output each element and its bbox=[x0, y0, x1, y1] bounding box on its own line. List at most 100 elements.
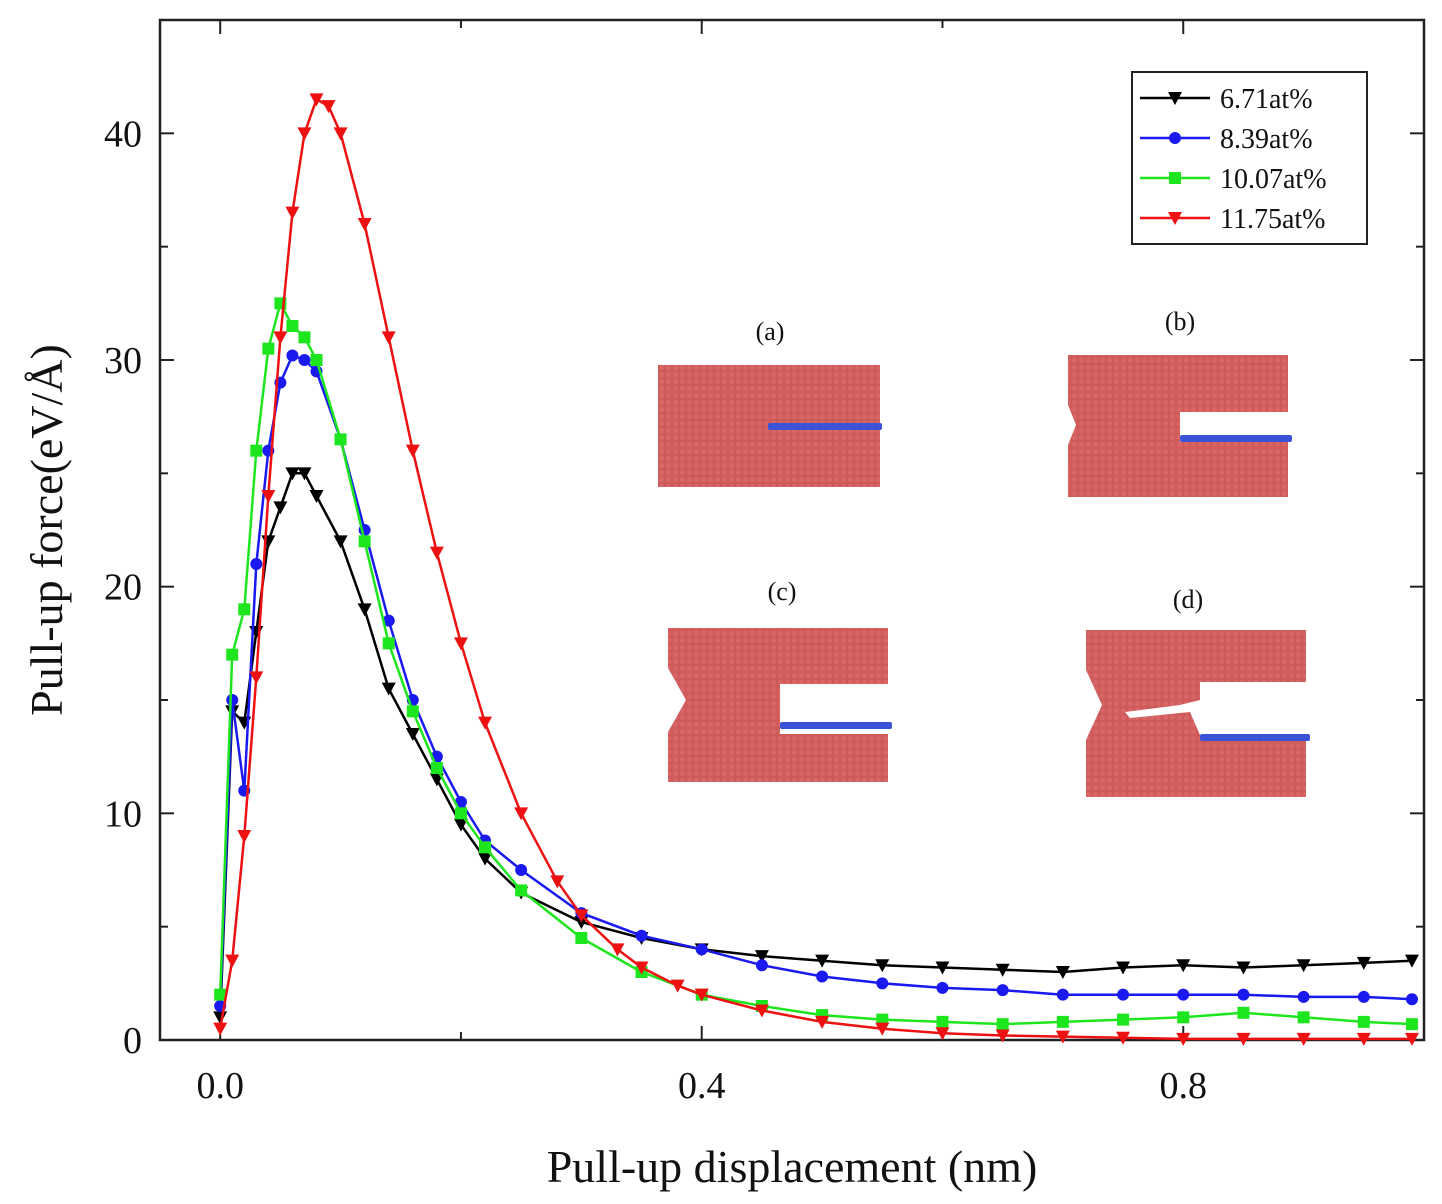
data-point bbox=[1056, 1015, 1069, 1028]
data-point bbox=[1055, 966, 1070, 979]
x-axis-title: Pull-up displacement (nm) bbox=[547, 1141, 1038, 1192]
data-point bbox=[358, 535, 371, 548]
inset-b-label: (b) bbox=[1165, 307, 1195, 336]
data-point bbox=[1296, 959, 1311, 973]
data-point bbox=[381, 331, 396, 345]
legend-item: 11.75at% bbox=[1140, 204, 1326, 235]
data-point bbox=[575, 932, 588, 944]
axis-ticks bbox=[160, 19, 1425, 1041]
data-point bbox=[1297, 990, 1310, 1003]
data-point bbox=[297, 127, 312, 141]
data-point bbox=[357, 603, 372, 617]
x-tick-label: 0.0 bbox=[196, 1065, 244, 1107]
data-point bbox=[610, 943, 625, 957]
data-point bbox=[635, 929, 648, 942]
data-point bbox=[479, 841, 492, 854]
data-point bbox=[1177, 988, 1190, 1001]
data-point bbox=[1177, 1011, 1190, 1024]
inset-c-film bbox=[780, 722, 892, 729]
data-point bbox=[382, 614, 395, 627]
data-point bbox=[876, 1013, 889, 1026]
legend-label: 6.71at% bbox=[1220, 84, 1313, 115]
data-point bbox=[1356, 956, 1371, 970]
data-point bbox=[213, 1022, 228, 1036]
series-11.75at% bbox=[213, 93, 1419, 1046]
legend-label: 11.75at% bbox=[1220, 204, 1326, 235]
data-point bbox=[515, 884, 528, 897]
inset-a-film bbox=[768, 423, 882, 430]
inset-d-film bbox=[1200, 734, 1310, 741]
data-point bbox=[1405, 1018, 1418, 1031]
data-point bbox=[406, 705, 419, 718]
data-point bbox=[333, 127, 348, 141]
data-point bbox=[1404, 954, 1419, 968]
data-point bbox=[1236, 1032, 1251, 1046]
data-point bbox=[1404, 1032, 1419, 1046]
x-tick-label: 0.8 bbox=[1159, 1065, 1207, 1107]
inset-b-film bbox=[1180, 435, 1292, 442]
data-point bbox=[310, 354, 323, 366]
data-point bbox=[1055, 1030, 1070, 1044]
series-6.71at% bbox=[213, 467, 1419, 1025]
x-tick-label: 0.4 bbox=[678, 1065, 726, 1107]
data-point bbox=[815, 954, 830, 968]
data-point bbox=[815, 1015, 830, 1029]
y-tick-label: 30 bbox=[104, 340, 142, 382]
data-point bbox=[1116, 961, 1131, 975]
data-point bbox=[382, 637, 395, 650]
data-point bbox=[875, 959, 890, 973]
data-point bbox=[298, 354, 311, 366]
data-point bbox=[755, 959, 768, 972]
data-point bbox=[1117, 988, 1130, 1001]
data-point bbox=[334, 433, 347, 446]
legend-item: 10.07at% bbox=[1140, 164, 1327, 195]
data-point bbox=[238, 603, 251, 616]
data-point bbox=[514, 807, 529, 821]
data-point bbox=[1056, 988, 1069, 1001]
inset-d: (d) bbox=[1086, 585, 1310, 797]
data-point bbox=[478, 716, 493, 730]
series-layer bbox=[213, 93, 1419, 1046]
data-point bbox=[1236, 961, 1251, 975]
data-point bbox=[936, 1015, 949, 1028]
inset-a: (a) bbox=[658, 317, 882, 487]
data-point bbox=[286, 349, 299, 362]
inset-d-label: (d) bbox=[1173, 585, 1203, 614]
data-point bbox=[574, 909, 589, 923]
legend-box bbox=[1131, 71, 1368, 245]
data-point bbox=[214, 988, 227, 1001]
inset-c-label: (c) bbox=[768, 577, 797, 606]
data-point bbox=[262, 342, 275, 355]
x-tick-labels: 0.0 0.4 0.8 bbox=[196, 1065, 1207, 1107]
data-point bbox=[226, 694, 239, 706]
data-point bbox=[634, 961, 649, 975]
data-point bbox=[1357, 990, 1370, 1003]
data-point bbox=[309, 490, 324, 503]
data-point bbox=[285, 206, 300, 220]
data-point bbox=[237, 830, 252, 843]
legend-item: 8.39at% bbox=[1140, 124, 1313, 155]
data-point bbox=[1405, 993, 1418, 1006]
data-point bbox=[694, 988, 709, 1002]
inset-b: (b) bbox=[1068, 307, 1292, 497]
data-point bbox=[1176, 1032, 1191, 1046]
data-point bbox=[935, 1027, 950, 1041]
data-point bbox=[286, 320, 299, 332]
legend-swatch-marker bbox=[1168, 212, 1182, 225]
data-point bbox=[261, 535, 276, 549]
data-point bbox=[261, 490, 276, 503]
data-point bbox=[550, 875, 565, 889]
data-point bbox=[995, 963, 1010, 977]
y-axis-title: Pull-up force(eV/Å) bbox=[21, 344, 72, 716]
data-point bbox=[670, 979, 685, 993]
legend-label: 8.39at% bbox=[1220, 124, 1313, 155]
data-point bbox=[453, 637, 468, 651]
data-point bbox=[876, 977, 889, 990]
data-point bbox=[1297, 1011, 1310, 1024]
data-point bbox=[996, 984, 1009, 997]
data-point bbox=[1116, 1031, 1131, 1045]
y-tick-label: 0 bbox=[123, 1020, 142, 1062]
data-point bbox=[357, 218, 372, 231]
y-tick-label: 40 bbox=[104, 113, 142, 155]
